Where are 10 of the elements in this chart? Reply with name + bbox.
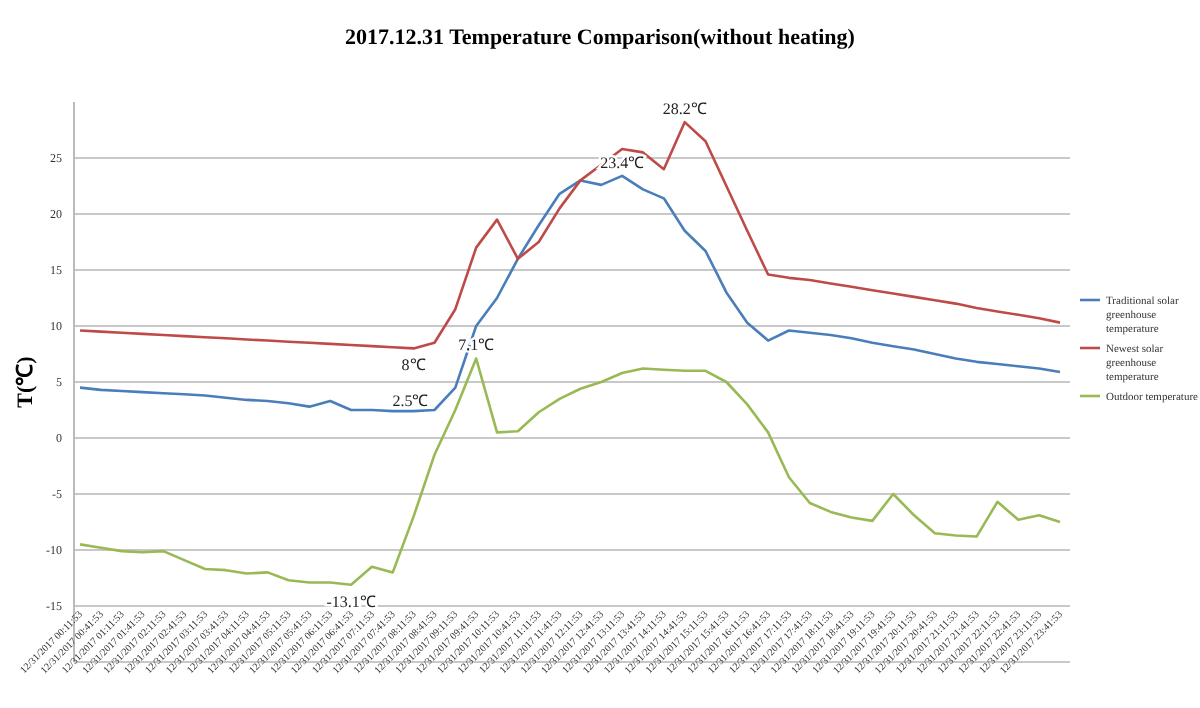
line-series <box>78 120 1062 350</box>
chart-title: 2017.12.31 Temperature Comparison(without heating) <box>345 26 856 50</box>
annotation: 23.4℃ <box>600 153 645 172</box>
line-series <box>78 357 1062 587</box>
annotation: 8℃ <box>401 356 426 375</box>
annotation: -13.1℃ <box>326 592 376 611</box>
annotation: 2.5℃ <box>392 392 429 410</box>
line-series <box>78 174 1062 413</box>
annotation: 28.2℃ <box>662 100 707 119</box>
y-axis-title: T(℃) <box>14 355 38 408</box>
